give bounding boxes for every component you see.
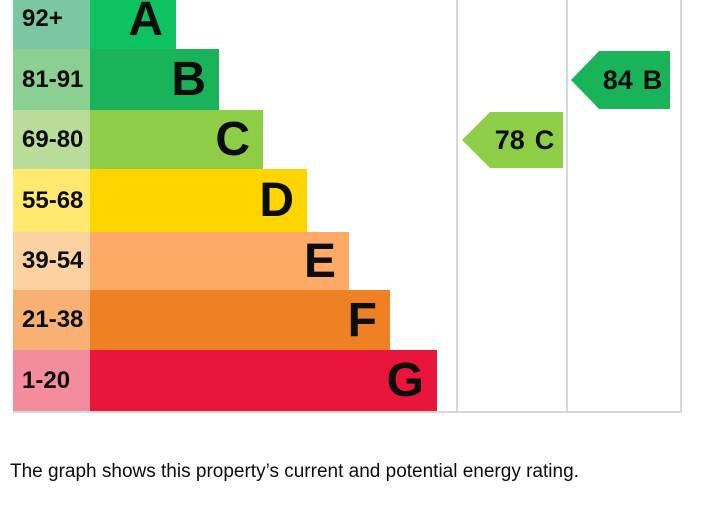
band-bar-f: F (90, 290, 390, 350)
band-range-label: 81-91 (13, 49, 90, 110)
rating-bands: 92+ A 81-91 B 69-80 C 55-68 D 39-54 E 21-38 F 1-20 G (13, 0, 447, 411)
band-range-label: 1-20 (13, 350, 90, 411)
chart-caption: The graph shows this property’s current … (10, 461, 579, 482)
potential-rating-value: 84 (602, 64, 633, 95)
band-row-c: 69-80 C (13, 110, 447, 169)
band-row-e: 39-54 E (13, 232, 447, 290)
chart-bottom-border (13, 411, 682, 413)
band-range-label: 55-68 (13, 169, 90, 232)
column-divider-current (456, 0, 458, 413)
band-bar-b: B (90, 49, 219, 110)
band-row-b: 81-91 B (13, 49, 447, 110)
band-range-label: 21-38 (13, 290, 90, 350)
band-range-label: 39-54 (13, 232, 90, 290)
current-rating-arrow: 78 C (462, 112, 563, 168)
column-divider-potential (566, 0, 568, 413)
rating-graph: 92+ A 81-91 B 69-80 C 55-68 D 39-54 E 21-38 F 1-20 G … (13, 0, 682, 413)
potential-rating-arrow: 84 B (571, 51, 670, 109)
band-range-label: 92+ (13, 0, 90, 49)
band-row-f: 21-38 F (13, 290, 447, 350)
band-bar-a: A (90, 0, 176, 49)
band-bar-g: G (90, 350, 437, 411)
band-range-label: 69-80 (13, 110, 90, 169)
band-row-a: 92+ A (13, 0, 447, 49)
current-rating-letter: C (534, 124, 555, 155)
potential-rating-letter: B (642, 64, 663, 95)
band-bar-c: C (90, 110, 263, 169)
band-row-d: 55-68 D (13, 169, 447, 232)
band-bar-d: D (90, 169, 307, 232)
current-rating-value: 78 (494, 124, 525, 155)
chart-right-border (680, 0, 682, 413)
band-row-g: 1-20 G (13, 350, 447, 411)
band-bar-e: E (90, 232, 349, 290)
